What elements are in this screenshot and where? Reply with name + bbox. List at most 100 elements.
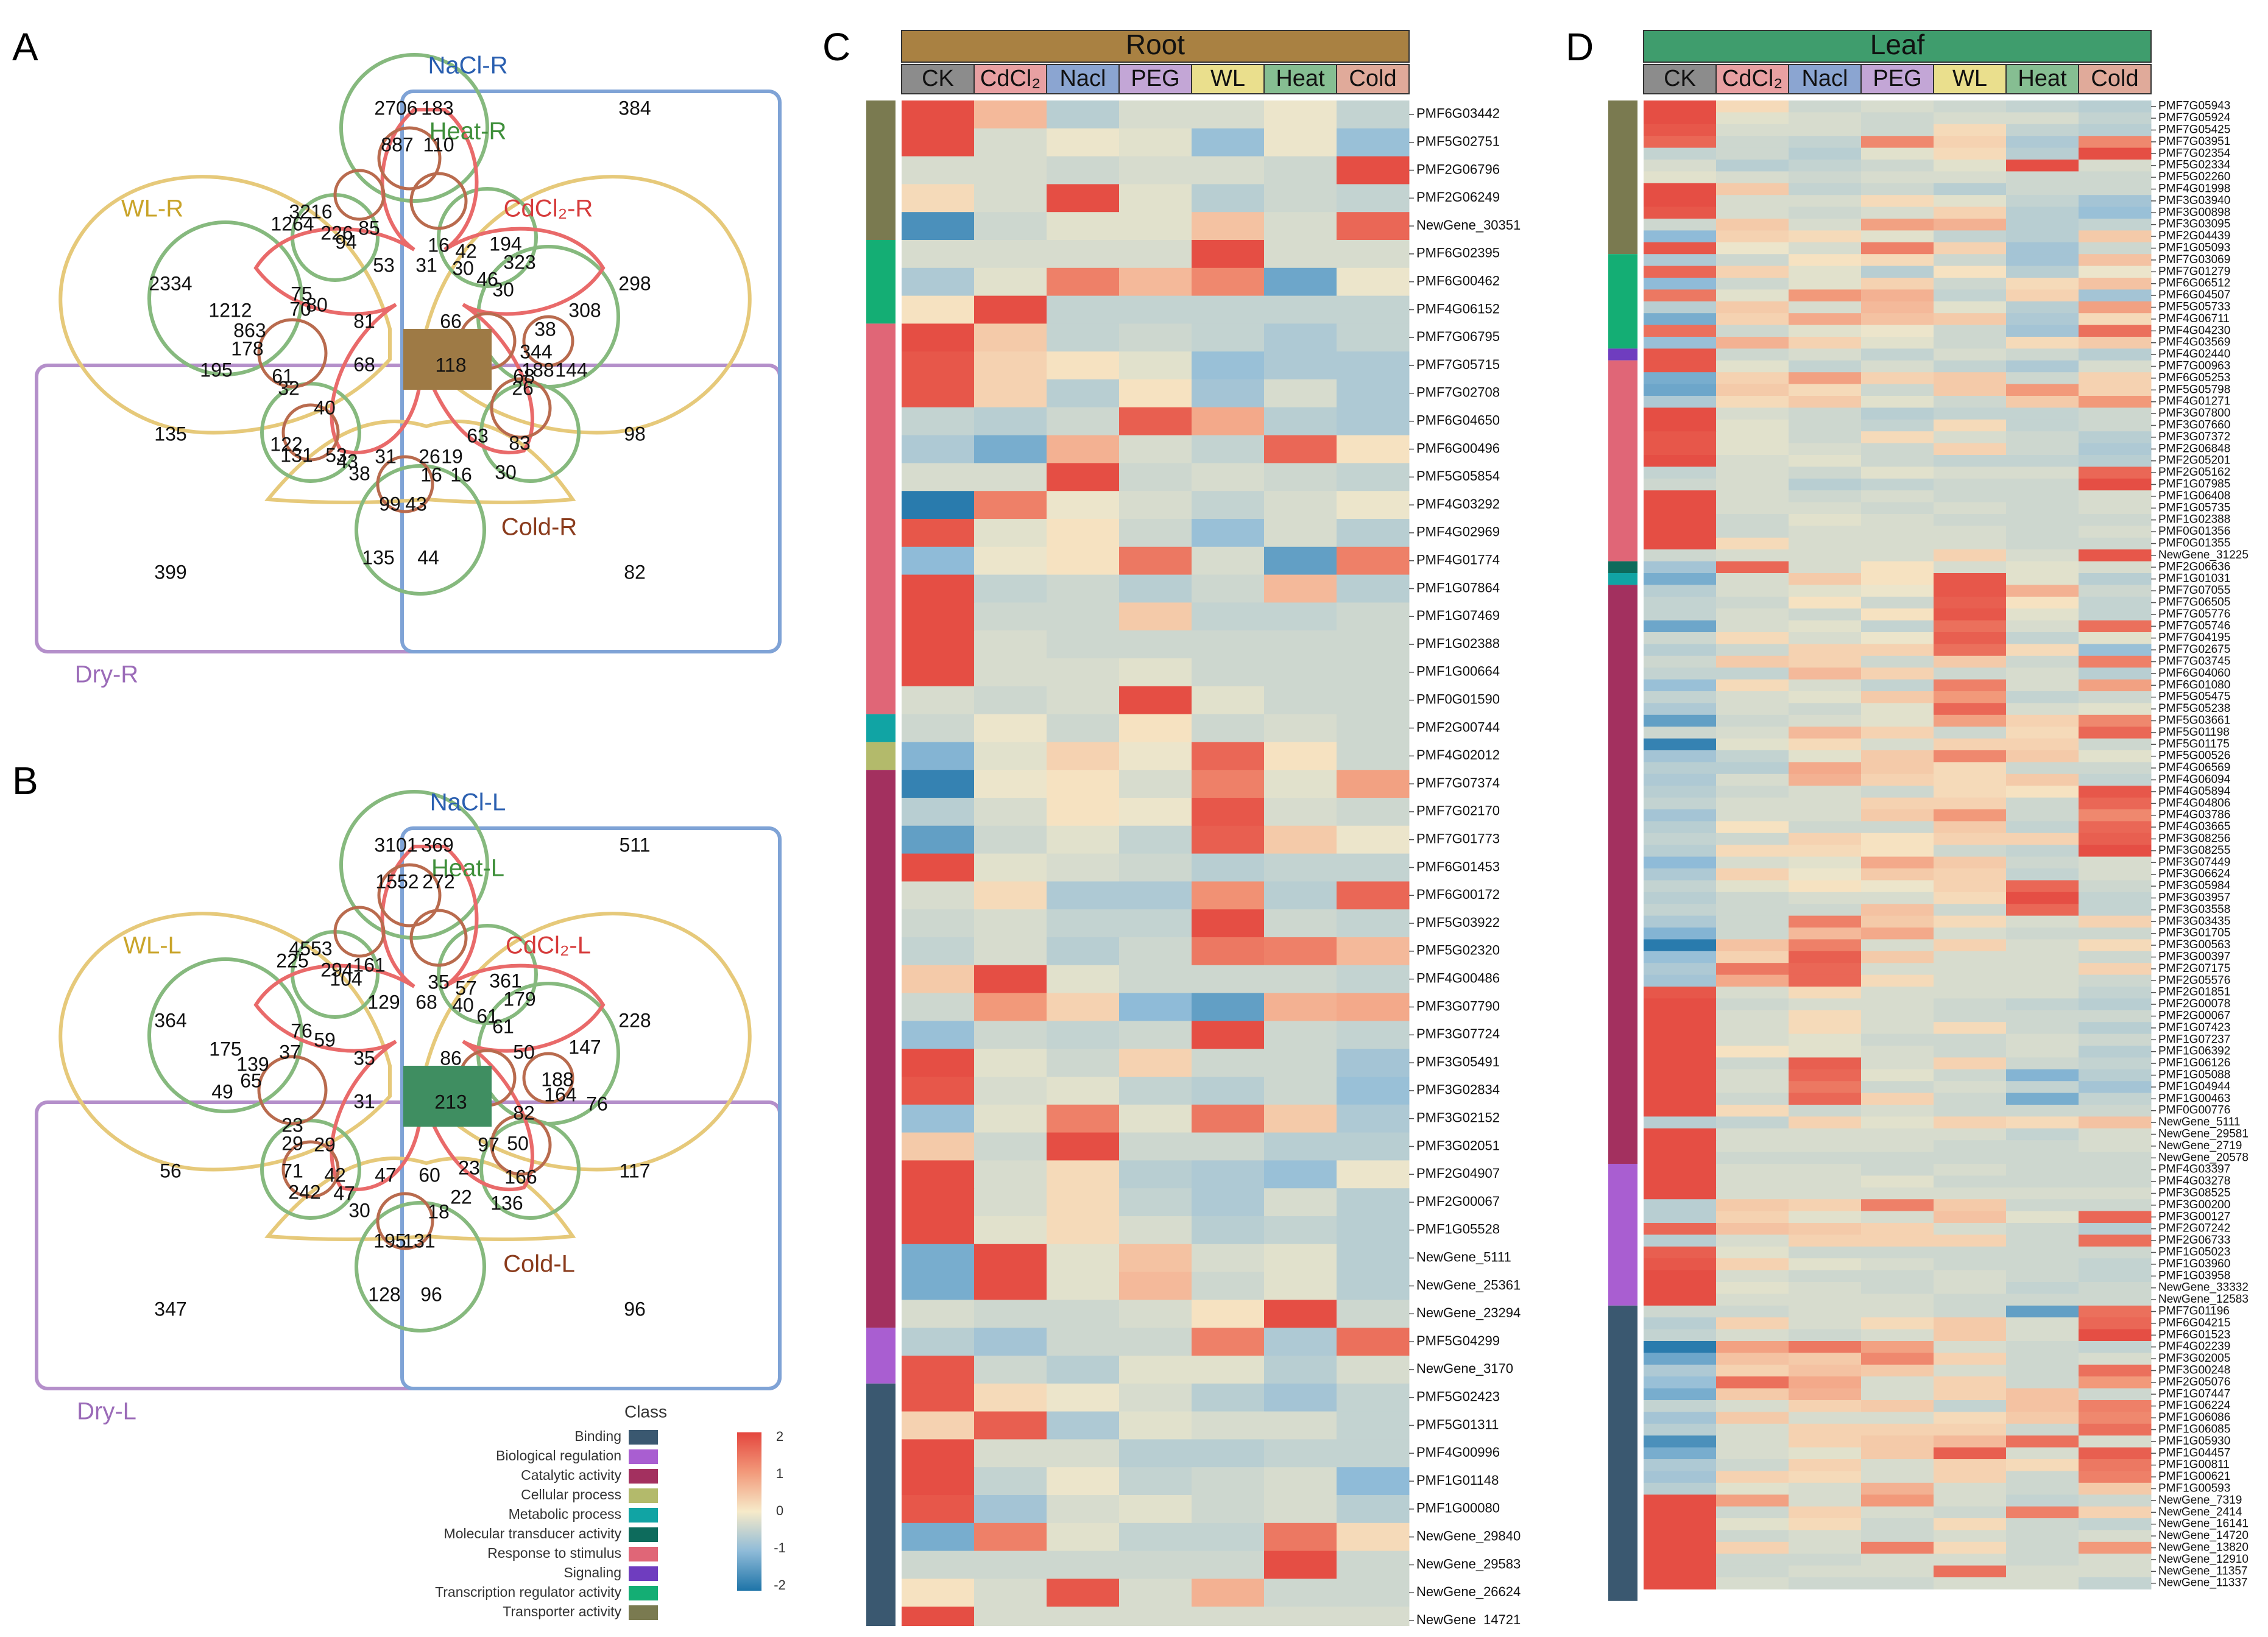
leaf-cell [1861, 301, 1934, 314]
leaf-cell [2006, 206, 2079, 219]
leaf-cell [1644, 1057, 1717, 1070]
leaf-cell [1789, 242, 1862, 255]
leaf-row-label: PMF1G07985 [2158, 478, 2230, 491]
root-row-label: PMF2G04907 [1416, 1166, 1500, 1181]
leaf-row-label: PMF4G02239 [2158, 1340, 2230, 1353]
leaf-cell [1716, 963, 1789, 976]
root-cell [1192, 184, 1265, 213]
leaf-cell [1716, 1376, 1789, 1389]
leaf-cell [2006, 1400, 2079, 1412]
leaf-cell [1861, 1128, 1934, 1141]
leaf-cell [1716, 1341, 1789, 1353]
leaf-cell [1644, 1364, 1717, 1377]
root-cell [1337, 128, 1410, 157]
leaf-cell [1789, 892, 1862, 904]
leaf-cell [1861, 1116, 1934, 1129]
leaf-cell [1934, 762, 2007, 775]
leaf-cell [1861, 1341, 1934, 1353]
venn-b-count-58: 131 [403, 1230, 435, 1252]
venn-a-count-45: 131 [280, 444, 313, 466]
leaf-cell [2006, 1081, 2079, 1094]
root-cell [974, 1300, 1047, 1328]
leaf-cell [1789, 478, 1862, 491]
root-cell [1119, 574, 1192, 603]
root-cell [1119, 630, 1192, 659]
leaf-row-label: PMF5G02260 [2158, 171, 2230, 183]
leaf-cell [1934, 136, 2007, 149]
leaf-row-label: PMF3G00397 [2158, 951, 2230, 963]
leaf-cell [1644, 1341, 1717, 1353]
leaf-cell [1861, 667, 1934, 680]
leaf-cell [1716, 1364, 1789, 1377]
leaf-cell [2006, 667, 2079, 680]
root-row-label: PMF4G00996 [1416, 1445, 1500, 1460]
leaf-cell [2079, 1518, 2152, 1530]
root-cell [1264, 1132, 1337, 1161]
venn-a-label-cdcl2: CdCl₂-R [504, 195, 593, 222]
leaf-cell [2006, 112, 2079, 125]
leaf-cell [1644, 171, 1717, 184]
leaf-row-label: NewGene_33332 [2158, 1281, 2249, 1294]
leaf-cell [1789, 1364, 1862, 1377]
leaf-cell [2006, 762, 2079, 775]
root-cell [1337, 1244, 1410, 1273]
leaf-cell [2006, 714, 2079, 727]
leaf-cell [1934, 1494, 2007, 1507]
root-cell [1119, 407, 1192, 436]
leaf-cell [1861, 1305, 1934, 1318]
leaf-cell [1789, 1459, 1862, 1471]
leaf-cell [1644, 738, 1717, 751]
leaf-cell [1934, 254, 2007, 267]
leaf-cell [2006, 939, 2079, 952]
root-cell [1119, 1244, 1192, 1273]
leaf-cell [1934, 667, 2007, 680]
leaf-cell [1716, 596, 1789, 609]
leaf-row-label: PMF4G04806 [2158, 797, 2230, 809]
leaf-cell [1644, 301, 1717, 314]
leaf-cell [2006, 502, 2079, 515]
leaf-cell [1861, 928, 1934, 940]
leaf-cell [1789, 431, 1862, 444]
venn-b-cold-circle [522, 1052, 574, 1104]
root-cell [1192, 519, 1265, 547]
venn-b-count-22: 37 [279, 1041, 301, 1063]
leaf-cell [1716, 703, 1789, 716]
leaf-cell [1644, 1317, 1717, 1330]
leaf-cell [2079, 939, 2152, 952]
leaf-cell [2079, 1093, 2152, 1105]
leaf-cell [1644, 1400, 1717, 1412]
venn-a-count-7: 226 [320, 222, 353, 244]
leaf-row-label: NewGene_2414 [2158, 1505, 2242, 1518]
leaf-cell [1861, 278, 1934, 290]
root-cell [1337, 602, 1410, 631]
root-cell [902, 1021, 975, 1049]
leaf-cell [2006, 1270, 2079, 1283]
leaf-cell [2079, 1057, 2152, 1070]
leaf-class-bar [1608, 348, 1637, 361]
root-cell [1047, 1272, 1120, 1300]
venn-a-count-62: 82 [624, 561, 646, 583]
root-cell [1192, 1104, 1265, 1133]
leaf-column-header: Nacl [1801, 66, 1848, 91]
root-cell [1264, 1049, 1337, 1077]
root-cell [1047, 853, 1120, 882]
leaf-cell [2079, 396, 2152, 408]
leaf-cell [1716, 1069, 1789, 1082]
leaf-cell [1934, 963, 2007, 976]
root-cell [1337, 100, 1410, 129]
leaf-cell [1789, 655, 1862, 668]
leaf-cell [1644, 1388, 1717, 1401]
leaf-cell [1789, 1033, 1862, 1046]
root-cell [1119, 1104, 1192, 1133]
root-row-label: PMF2G06249 [1416, 189, 1500, 205]
root-cell [1337, 937, 1410, 966]
leaf-row-label: PMF2G06636 [2158, 560, 2230, 573]
leaf-cell [1861, 1258, 1934, 1271]
venn-a-heat-circle [147, 220, 303, 376]
leaf-column-header-box [1933, 64, 2007, 94]
leaf-cell [2006, 1554, 2079, 1566]
leaf-cell [1789, 1494, 1862, 1507]
root-cell [1337, 1551, 1410, 1579]
